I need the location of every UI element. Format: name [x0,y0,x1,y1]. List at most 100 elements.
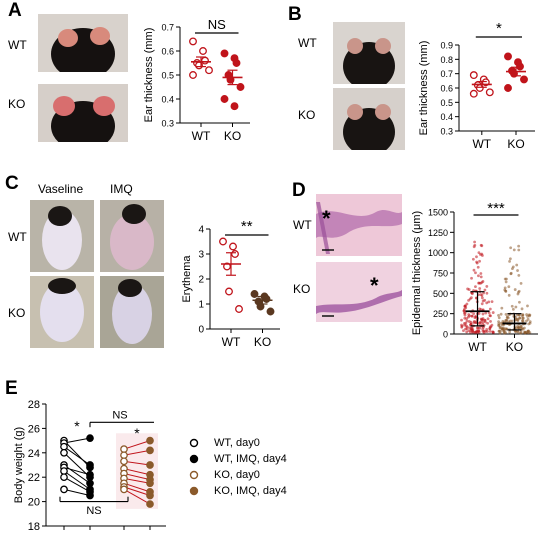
data-point [205,66,213,75]
data-point [511,307,515,311]
data-point [514,305,518,309]
panel-label-e: E [5,378,18,399]
data-point [477,274,480,278]
legend-item: WT, IMQ, day4 [188,451,348,467]
data-point [526,304,529,308]
significance-label: ** [241,218,253,235]
data-point [504,280,508,284]
pair-line [123,477,151,484]
col-label-imq: IMQ [110,182,133,196]
data-point [474,271,477,275]
data-point [485,327,489,331]
y-axis-label: Ear thickness (mm) [143,28,155,123]
data-point [497,316,501,320]
data-point [464,327,467,331]
y-tick-label: 1500 [428,208,448,218]
data-point [475,255,478,259]
data-point [497,313,500,317]
data-point [481,329,485,333]
data-point [480,281,484,284]
data-point [463,323,466,327]
data-point [462,329,465,332]
data-point [488,330,492,333]
data-point [469,328,473,332]
data-point [503,288,507,292]
data-point [507,293,511,297]
data-point [517,248,521,252]
data-point [250,290,259,298]
legend-label: KO, day0 [214,469,260,481]
legend-marker [189,438,199,448]
x-tick-label: KO [224,129,241,143]
data-point [120,485,128,494]
x-tick-label: WT [222,335,241,349]
data-point [487,300,491,304]
y-tick-label: 0.7 [440,69,453,79]
data-point [229,242,237,251]
data-point [480,252,484,256]
data-point [481,299,485,303]
data-point [502,331,506,335]
data-point [220,95,229,103]
data-point [225,287,233,296]
data-point [528,320,532,324]
data-point [486,317,490,321]
data-point [478,321,482,325]
panel-label-b: B [288,4,302,25]
data-point [462,309,466,313]
data-point [472,312,476,316]
legend-marker [189,486,199,496]
y-tick-label: 0.3 [161,119,174,129]
data-point [504,312,508,316]
legend-label: KO, IMQ, day4 [214,485,287,497]
chart-b: 0.3 0.4 0.5 0.6 0.7 0.8 0.9 WT KO Ear thickness (… [418,20,535,151]
data-point [486,321,489,325]
data-point [480,244,484,248]
panel-label-c: C [5,173,19,194]
y-tick-label: 0.6 [161,47,174,57]
data-point [497,324,501,328]
data-point [485,88,494,97]
data-point [478,281,481,285]
y-tick-label: 18 [28,521,40,533]
legend-item: WT, day0 [188,435,348,451]
data-point [120,445,128,453]
data-point [463,316,467,320]
mouse-photo-ko-vaseline [30,276,94,348]
data-point [504,52,512,61]
data-point [515,263,519,267]
data-point [481,320,485,324]
histology-ko [316,262,402,322]
x-tick-label: KO [507,137,524,151]
data-point [146,461,154,469]
pair-line [63,464,91,484]
data-point [60,485,68,494]
pair-line [63,488,91,496]
data-point [518,300,521,304]
x-tick-label: WT [192,129,211,143]
y-tick-label: 28 [28,399,40,411]
data-point [485,330,489,333]
data-point [508,257,512,261]
data-point [232,59,241,67]
pair-line [63,446,91,466]
data-point [60,473,68,482]
data-point [256,302,265,311]
data-point [518,313,521,317]
data-point [485,291,489,295]
data-point [468,297,472,301]
data-point [266,307,275,316]
data-point [86,470,94,479]
histology-wt [316,194,402,256]
data-point [517,244,521,248]
pair-line [123,468,151,476]
data-point [146,436,154,445]
mouse-photo-wt-b [333,22,405,84]
legend-label: WT, day0 [214,437,260,449]
data-point [499,312,503,316]
y-tick-label: 24 [28,448,40,460]
y-tick-label: 750 [433,269,448,279]
data-point [521,327,525,331]
data-point [235,305,243,313]
pair-line [123,488,151,505]
